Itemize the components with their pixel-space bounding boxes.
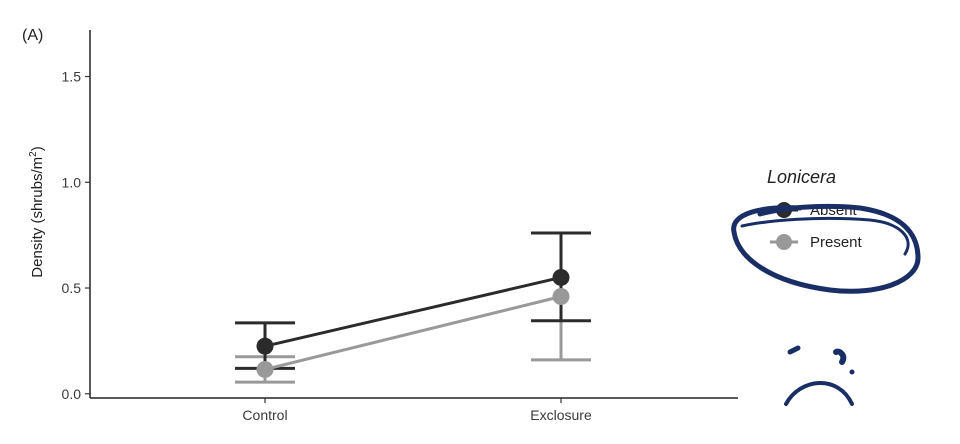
- axes: [89, 30, 738, 399]
- handdrawn-annotation: [731, 203, 921, 406]
- scribble-circle: [731, 203, 921, 294]
- series-layer: [235, 231, 591, 384]
- data-point: [256, 360, 274, 378]
- y-tick-label: 0.0: [62, 386, 82, 402]
- data-point: [256, 337, 274, 355]
- series-line: [264, 295, 562, 371]
- y-tick-label: 1.5: [62, 69, 82, 85]
- y-tick-label: 0.5: [62, 280, 82, 296]
- frown-right-eye: [833, 348, 847, 365]
- panel-label: (A): [22, 27, 43, 44]
- frown-mouth: [784, 381, 854, 406]
- scribble-circle-inner: [740, 216, 910, 256]
- y-axis-title: Density (shrubs/m2): [28, 146, 46, 277]
- x-tick-label: Control: [242, 407, 287, 423]
- legend-title: Lonicera: [767, 167, 836, 187]
- x-ticks: Control Exclosure: [242, 398, 592, 423]
- frown-left-eye: [787, 345, 801, 355]
- data-point: [552, 268, 570, 286]
- series-line: [264, 275, 562, 348]
- frown-dot: [849, 369, 855, 375]
- y-ticks: 0.0 0.5 1.0 1.5: [62, 69, 90, 402]
- data-point: [552, 287, 570, 305]
- legend-label: Present: [810, 234, 863, 251]
- y-tick-label: 1.0: [62, 174, 82, 190]
- legend-key-point: [776, 234, 792, 250]
- x-tick-label: Exclosure: [530, 407, 592, 423]
